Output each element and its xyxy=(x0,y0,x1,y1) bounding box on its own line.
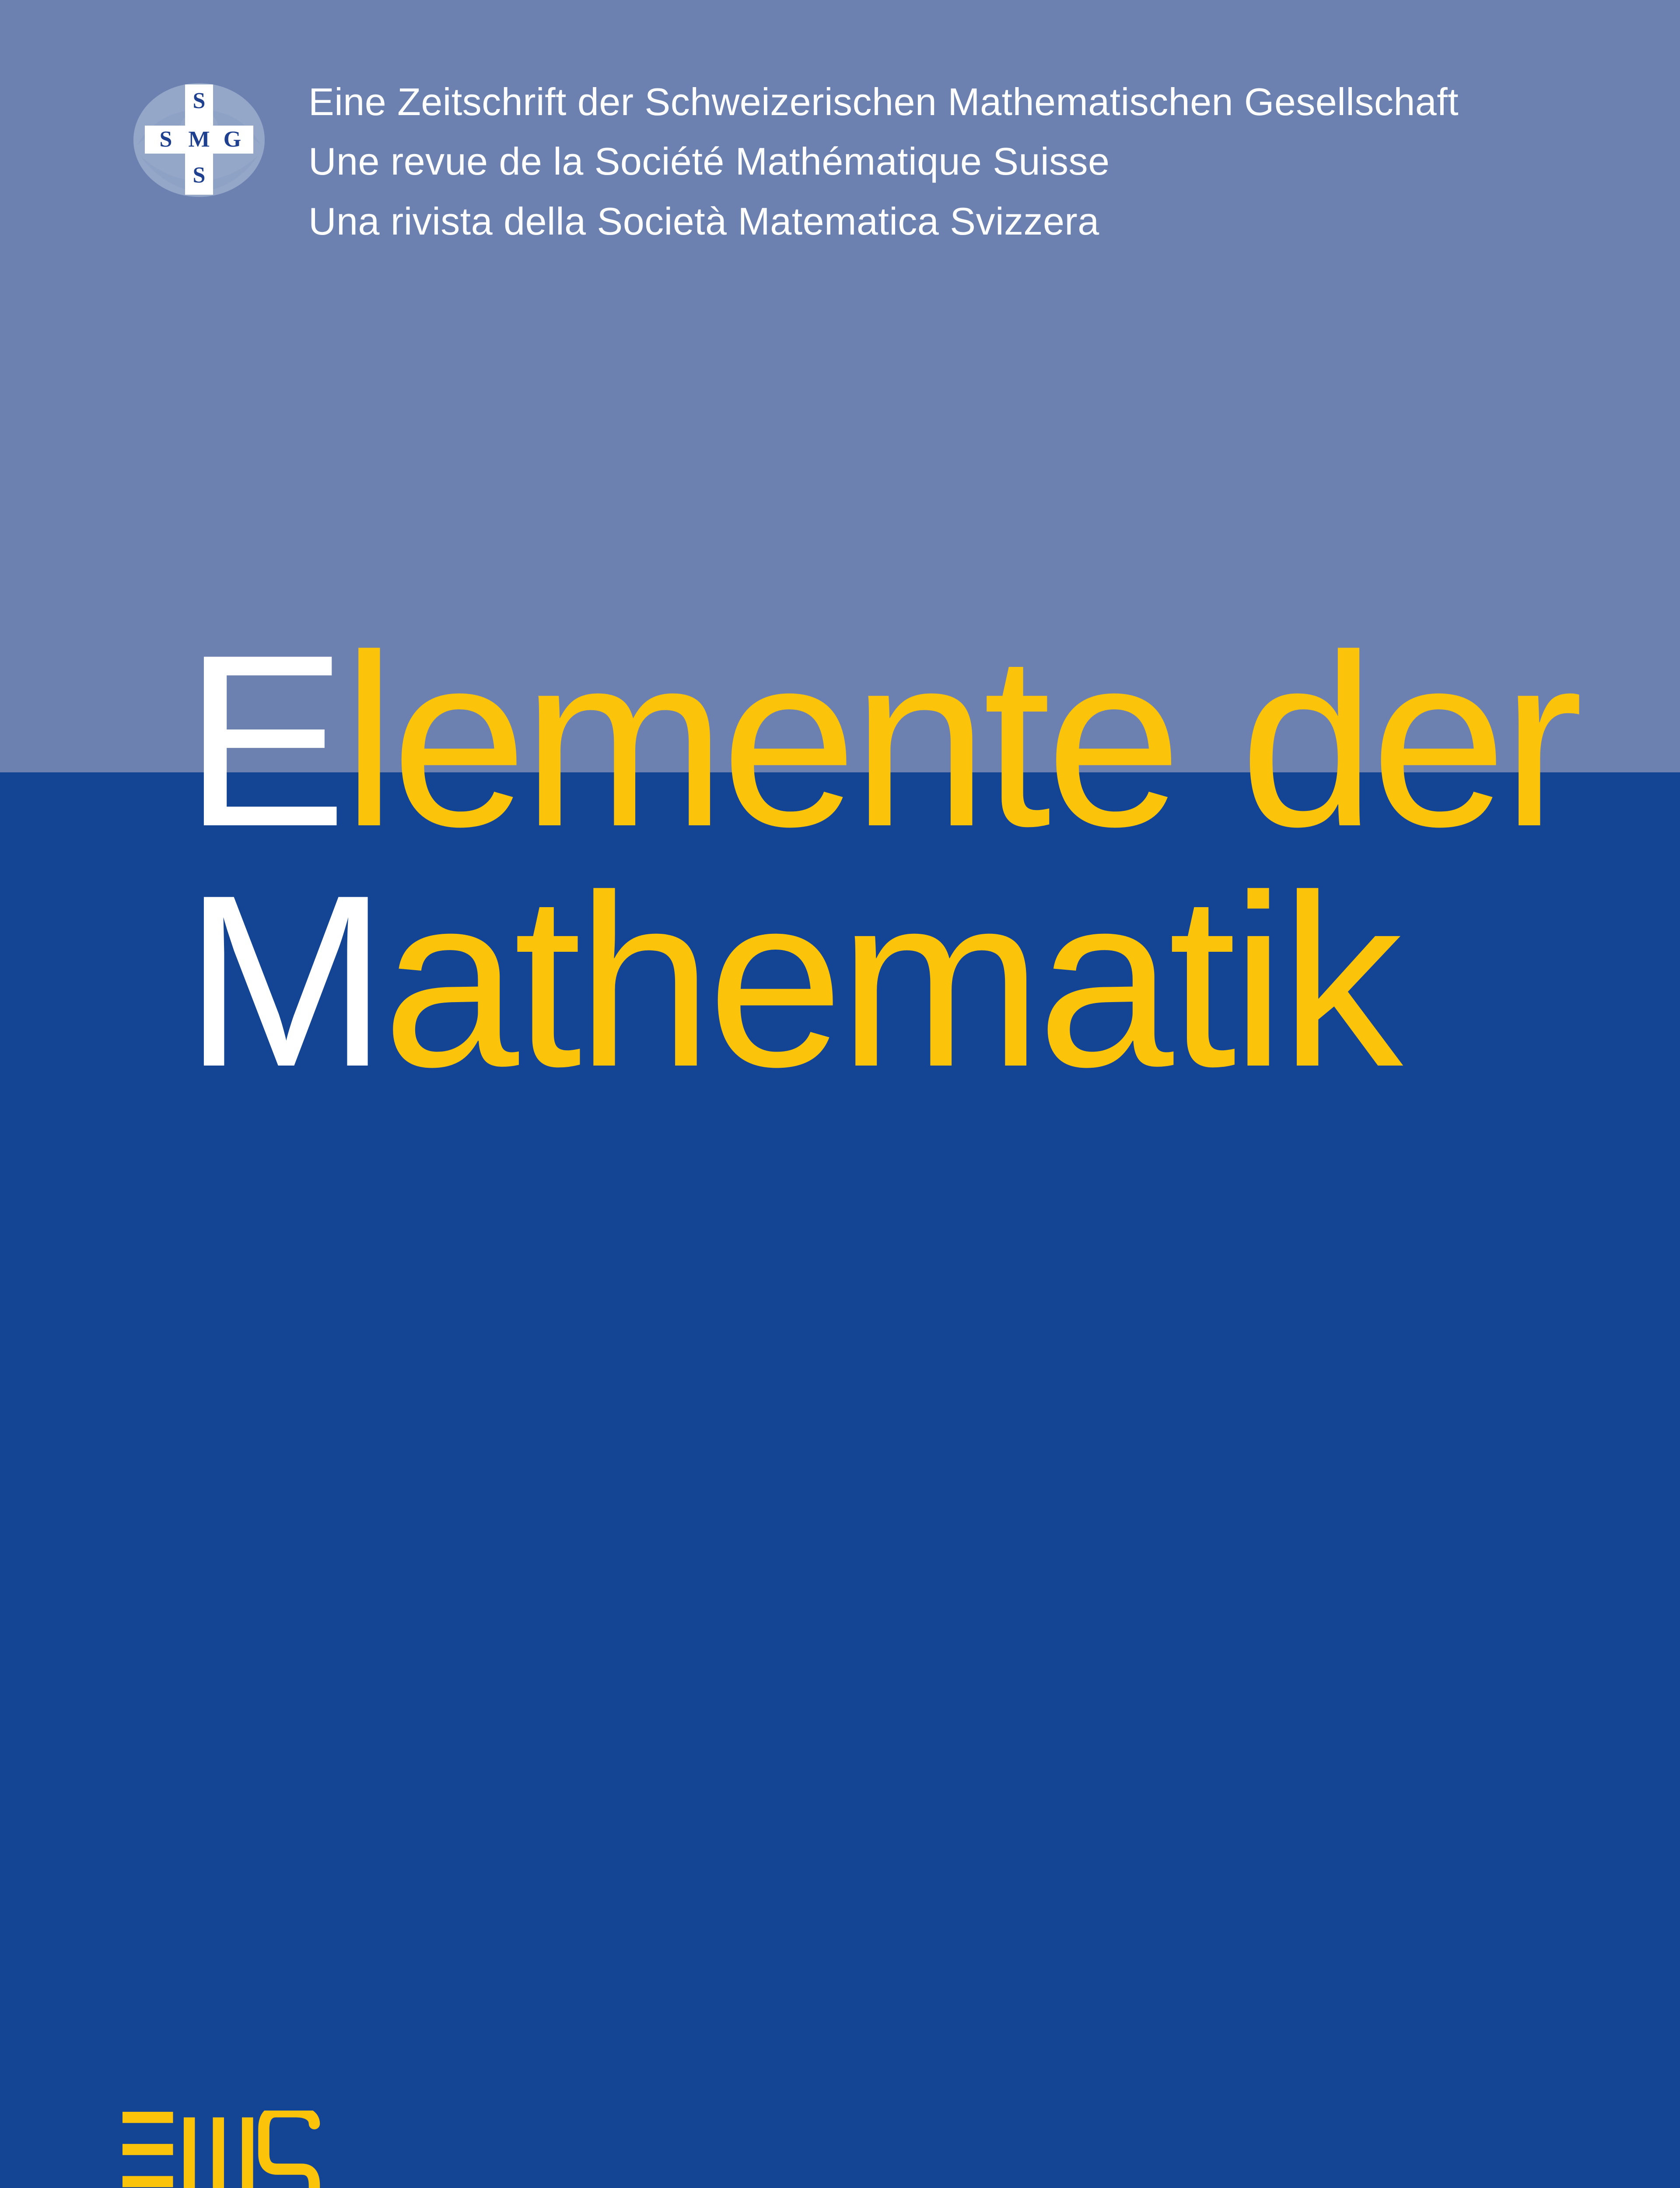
tagline-block: Eine Zeitschrift der Schweizerischen Mat… xyxy=(308,72,1459,251)
tagline-line-it: Una rivista della Società Matematica Svi… xyxy=(308,192,1459,251)
sms-letter-left: S xyxy=(160,127,172,152)
tagline-line-fr: Une revue de la Société Mathématique Sui… xyxy=(308,132,1459,191)
title-line-2: Mathematik xyxy=(184,861,1578,1101)
title-rest-2: athematik xyxy=(382,844,1397,1118)
title-initial-2: M xyxy=(184,844,382,1118)
ems-press-logo-icon: PRESS xyxy=(122,2111,324,2188)
tagline-line-de: Eine Zeitschrift der Schweizerischen Mat… xyxy=(308,72,1459,132)
title-rest-1: lemente der xyxy=(342,603,1578,877)
ems-glyph-row xyxy=(122,2111,324,2188)
journal-title: Elemente der Mathematik xyxy=(184,621,1578,1101)
header-block: S S M G S Eine Zeitschrift der Schweizer… xyxy=(129,68,1628,251)
title-line-1: Elemente der xyxy=(184,621,1578,861)
sms-letter-center: M xyxy=(188,127,210,152)
sms-letter-bottom: S xyxy=(193,163,206,188)
sms-logo-icon: S S M G S xyxy=(129,68,269,208)
sms-letter-right: G xyxy=(224,127,241,152)
sms-letter-top: S xyxy=(193,88,206,113)
title-initial-1: E xyxy=(184,603,342,877)
journal-cover: S S M G S Eine Zeitschrift der Schweizer… xyxy=(0,0,1680,2188)
